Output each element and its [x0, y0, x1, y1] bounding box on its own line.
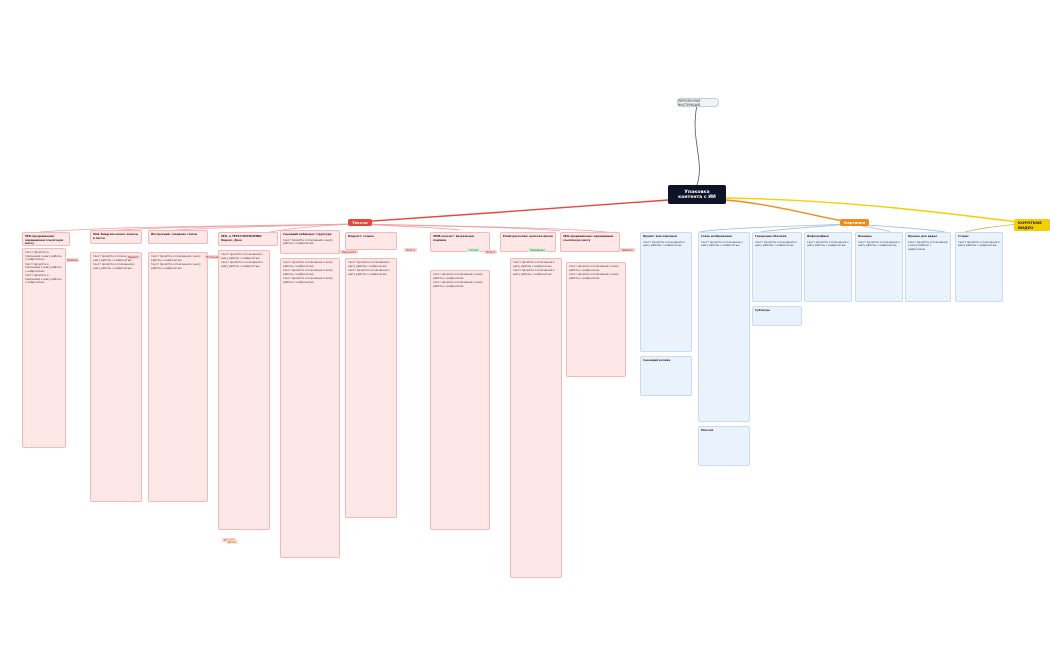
card-line: текст промпта и пояснения к шагу работы … [433, 272, 483, 280]
branch-line-right [725, 197, 1019, 223]
card-line: текст промпта и пояснения к шагу работы … [25, 261, 62, 273]
card-red-3b[interactable]: текст промпта и пояснения к шагу работы … [148, 252, 208, 502]
card-line: текст промпта и пояснения к шагу работы … [283, 237, 333, 245]
card-right-2[interactable]: Монтаж [698, 426, 750, 466]
tag-label: Промпт [126, 255, 141, 259]
card-line: текст промпта и пояснения к шагу работы … [283, 276, 333, 284]
card-red-6[interactable]: Подкаст: тезисы [345, 232, 397, 250]
card-line: текст промпта и пояснения к шагу работы … [908, 239, 948, 251]
card-header: SEO-продвижение: наращиваем ссылочную ма… [25, 234, 64, 245]
tag-label: Шаблон [620, 248, 635, 252]
card-line: текст промпта и пояснения к шагу работы … [93, 262, 135, 270]
card-blue-2[interactable]: Стиль изображения текст промпта и поясне… [698, 232, 750, 422]
card-header: Мой Telegram-канал: анонсы и посты [93, 232, 139, 240]
card-header: SMM-контент: визуальные подписи [433, 234, 475, 242]
card-red-8b[interactable]: текст промпта и пояснения к шагу работы … [510, 258, 562, 578]
card-line: текст промпта и пояснения к шагу работы … [151, 254, 201, 262]
card-red-1[interactable]: SEO-продвижение: наращиваем ссылочную ма… [22, 232, 70, 246]
branch-line-left [357, 199, 669, 223]
card-blue-3[interactable]: Генерация обложки текст промпта и поясне… [752, 232, 802, 302]
card-line: текст промпта и пояснения к шагу работы … [348, 268, 390, 276]
card-header: Инфографика [807, 234, 829, 238]
card-red-3[interactable]: Инструкция: создание статьи [148, 230, 208, 244]
card-header: SEO-продвижение: наращиваем ссылочную ма… [563, 234, 614, 242]
card-line: текст промпта и пояснения к шагу работы … [283, 268, 333, 276]
card-line: текст промпта и пояснения к шагу работы … [513, 268, 555, 276]
card-line: текст промпта и пояснения к шагу работы … [858, 239, 900, 247]
card-line: текст промпта и пояснения к шагу работы … [25, 250, 62, 261]
card-line: текст промпта и пояснения к шагу работы … [283, 260, 333, 268]
card-line: текст промпта и пояснения к шагу работы … [513, 260, 555, 268]
top-node[interactable]: ПЕРЕМЕННАЯ ИНСТРУКЦИЯ [677, 98, 719, 107]
card-header: SEO- и TEXT-ПЛАТФОРМЫ: Яндекс, Дзен [221, 234, 263, 242]
card-line: текст промпта и пояснения к шагу работы … [221, 252, 263, 260]
card-header: Монтаж [701, 428, 714, 432]
card-line: текст промпта и пояснения к шагу работы … [643, 239, 685, 247]
card-line: текст промпта и пояснения к шагу работы … [93, 254, 135, 262]
tag-label: Итоги [226, 540, 239, 544]
card-red-9b[interactable]: текст промпта и пояснения к шагу работы … [566, 262, 626, 377]
card-red-9[interactable]: SEO-продвижение: наращиваем ссылочную ма… [560, 232, 620, 252]
card-line: текст промпта и пояснения к шагу работы … [433, 280, 483, 288]
branch-line-mid [725, 199, 851, 223]
card-line: текст промпта и пояснения к шагу работы … [25, 273, 62, 284]
card-line: текст промпта и пояснения к шагу работы … [221, 260, 263, 268]
tag-label: Готово [467, 248, 481, 252]
card-red-4b[interactable]: текст промпта и пояснения к шагу работы … [218, 250, 270, 530]
card-red-7b[interactable]: текст промпта и пояснения к шагу работы … [430, 270, 490, 530]
center-node[interactable]: Упаковка контента с ИИ [668, 185, 726, 204]
card-red-4[interactable]: SEO- и TEXT-ПЛАТФОРМЫ: Яндекс, Дзен [218, 232, 278, 246]
card-line: текст промпта и пояснения к шагу работы … [958, 239, 1000, 247]
connector-top-center [694, 104, 700, 186]
card-line: текст промпта и пояснения к шагу работы … [701, 239, 743, 247]
card-header: Инструкция: создание статьи [151, 232, 197, 236]
card-header: Сценарий ролика [643, 358, 671, 362]
card-line: текст промпта и пояснения к шагу работы … [348, 260, 390, 268]
card-blue-4[interactable]: Инфографика текст промпта и пояснения к … [804, 232, 852, 302]
card-header: Баннеры [858, 234, 872, 238]
card-line: текст промпта и пояснения к шагу работы … [569, 272, 619, 280]
card-red-2b[interactable]: текст промпта и пояснения к шагу работы … [90, 252, 142, 502]
card-red-1b[interactable]: текст промпта и пояснения к шагу работы … [22, 248, 66, 448]
card-blue-5[interactable]: Баннеры текст промпта и пояснения к шагу… [855, 232, 903, 302]
card-header: Субтитры [755, 308, 770, 312]
card-red-7[interactable]: SMM-контент: визуальные подписи [430, 232, 490, 252]
card-header: Email-рассылка: цепочка писем [503, 234, 553, 238]
card-right-3[interactable]: Субтитры [752, 306, 802, 326]
card-red-6b[interactable]: текст промпта и пояснения к шагу работы … [345, 258, 397, 518]
card-header: Сторис [958, 234, 969, 238]
card-right-1[interactable]: Сценарий ролика [640, 356, 692, 396]
card-header: Генерация обложки [755, 234, 787, 238]
tag-label: Источник [204, 255, 221, 259]
card-red-5b[interactable]: текст промпта и пояснения к шагу работы … [280, 258, 340, 558]
branch-label-right[interactable]: КОРОТКИЕ ВИДЕО [1014, 219, 1050, 231]
tag-label: Результат [340, 250, 358, 254]
branch-label-mid[interactable]: Картинки [840, 219, 870, 226]
card-header: Промпт для картинки [643, 234, 677, 238]
card-line: текст промпта и пояснения к шагу работы … [151, 262, 201, 270]
tag-label: Проверено [528, 248, 547, 252]
branch-label-left[interactable]: Тексты [348, 219, 372, 226]
card-blue-7[interactable]: Сторис текст промпта и пояснения к шагу … [955, 232, 1003, 302]
card-blue-6[interactable]: Превью для видео текст промпта и пояснен… [905, 232, 951, 302]
tag-label: Пример [65, 258, 80, 262]
card-header: Подкаст: тезисы [348, 234, 374, 238]
tag-label: Этап 1 [404, 248, 418, 252]
tag-label: Этап 2 [484, 250, 498, 254]
card-header: Сценарий вебинара: структура [283, 232, 332, 236]
card-line: текст промпта и пояснения к шагу работы … [755, 239, 797, 247]
card-header: Превью для видео [908, 234, 938, 238]
card-header: Стиль изображения [701, 234, 732, 238]
card-red-2[interactable]: Мой Telegram-канал: анонсы и посты [90, 230, 142, 244]
card-blue-1[interactable]: Промпт для картинки текст промпта и пояс… [640, 232, 692, 352]
card-line: текст промпта и пояснения к шагу работы … [569, 264, 619, 272]
card-red-5[interactable]: Сценарий вебинара: структура текст промп… [280, 230, 340, 254]
card-line: текст промпта и пояснения к шагу работы … [807, 239, 849, 247]
